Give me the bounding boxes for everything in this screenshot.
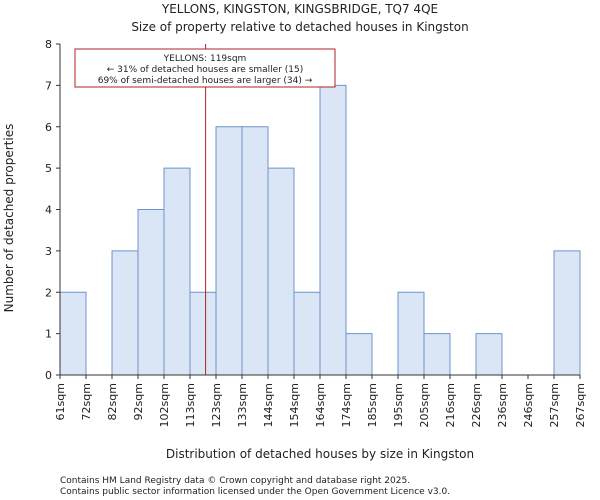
footer-line-2: Contains public sector information licen… <box>60 487 450 497</box>
bar-92sqm <box>137 209 165 376</box>
x-tick-label-216sqm: 216sqm <box>444 383 457 427</box>
chart-subtitle: Size of property relative to detached ho… <box>131 20 468 34</box>
x-tick-label-61sqm: 61sqm <box>54 383 67 420</box>
x-tick-label-205sqm: 205sqm <box>418 383 431 427</box>
x-tick-label-144sqm: 144sqm <box>262 383 275 427</box>
y-tick-label-4: 4 <box>45 204 52 217</box>
bar-154sqm <box>293 291 321 376</box>
x-tick-label-102sqm: 102sqm <box>158 383 171 427</box>
bar-102sqm <box>163 167 191 376</box>
x-tick-label-246sqm: 246sqm <box>522 383 535 427</box>
y-tick-label-2: 2 <box>45 286 52 299</box>
x-tick-label-82sqm: 82sqm <box>106 383 119 420</box>
bar-226sqm <box>475 333 503 376</box>
x-axis-label: Distribution of detached houses by size … <box>166 447 474 461</box>
x-tick-label-267sqm: 267sqm <box>574 383 587 427</box>
x-tick-label-236sqm: 236sqm <box>496 383 509 427</box>
footer-line-1: Contains HM Land Registry data © Crown c… <box>60 476 410 486</box>
x-tick-label-257sqm: 257sqm <box>548 383 561 427</box>
marker-annotation-line-3: 69% of semi-detached houses are larger (… <box>98 76 313 86</box>
bar-164sqm <box>319 84 347 376</box>
x-tick-label-123sqm: 123sqm <box>210 383 223 427</box>
bars-group <box>59 84 581 376</box>
chart-title: YELLONS, KINGSTON, KINGSBRIDGE, TQ7 4QE <box>161 2 438 16</box>
marker-annotation-line-1: YELLONS: 119sqm <box>163 54 247 64</box>
bar-195sqm <box>397 291 425 376</box>
y-tick-label-5: 5 <box>45 162 52 175</box>
bar-133sqm <box>241 126 269 376</box>
y-tick-label-6: 6 <box>45 121 52 134</box>
x-tick-label-133sqm: 133sqm <box>236 383 249 427</box>
bar-113sqm <box>189 291 217 376</box>
marker-group: YELLONS: 119sqm← 31% of detached houses … <box>74 44 336 375</box>
bar-82sqm <box>111 250 139 376</box>
bar-144sqm <box>267 167 295 376</box>
bar-174sqm <box>345 333 373 376</box>
x-tick-label-154sqm: 154sqm <box>288 383 301 427</box>
bar-205sqm <box>423 333 451 376</box>
axes-group: 0 1 2 3 4 5 6 7 8 61sqm 72sqm 82sqm 92sqm 102sqm 113sq… <box>45 38 587 427</box>
y-tick-label-7: 7 <box>45 79 52 92</box>
x-tick-label-185sqm: 185sqm <box>366 383 379 427</box>
x-tick-label-226sqm: 226sqm <box>470 383 483 427</box>
bar-257sqm <box>553 250 581 376</box>
y-tick-label-3: 3 <box>45 245 52 258</box>
x-tick-label-72sqm: 72sqm <box>80 383 93 420</box>
y-axis-label: Number of detached properties <box>2 124 16 313</box>
bar-61sqm <box>59 291 87 376</box>
y-tick-label-8: 8 <box>45 38 52 51</box>
bar-123sqm <box>215 126 243 376</box>
marker-annotation-line-2: ← 31% of detached houses are smaller (15… <box>107 65 304 75</box>
x-tick-label-195sqm: 195sqm <box>392 383 405 427</box>
x-tick-label-113sqm: 113sqm <box>184 383 197 427</box>
y-tick-label-1: 1 <box>45 328 52 341</box>
x-tick-label-174sqm: 174sqm <box>340 383 353 427</box>
marker-annotation-box <box>74 48 336 88</box>
y-tick-label-0: 0 <box>45 369 52 382</box>
x-tick-label-164sqm: 164sqm <box>314 383 327 427</box>
x-tick-label-92sqm: 92sqm <box>132 383 145 420</box>
